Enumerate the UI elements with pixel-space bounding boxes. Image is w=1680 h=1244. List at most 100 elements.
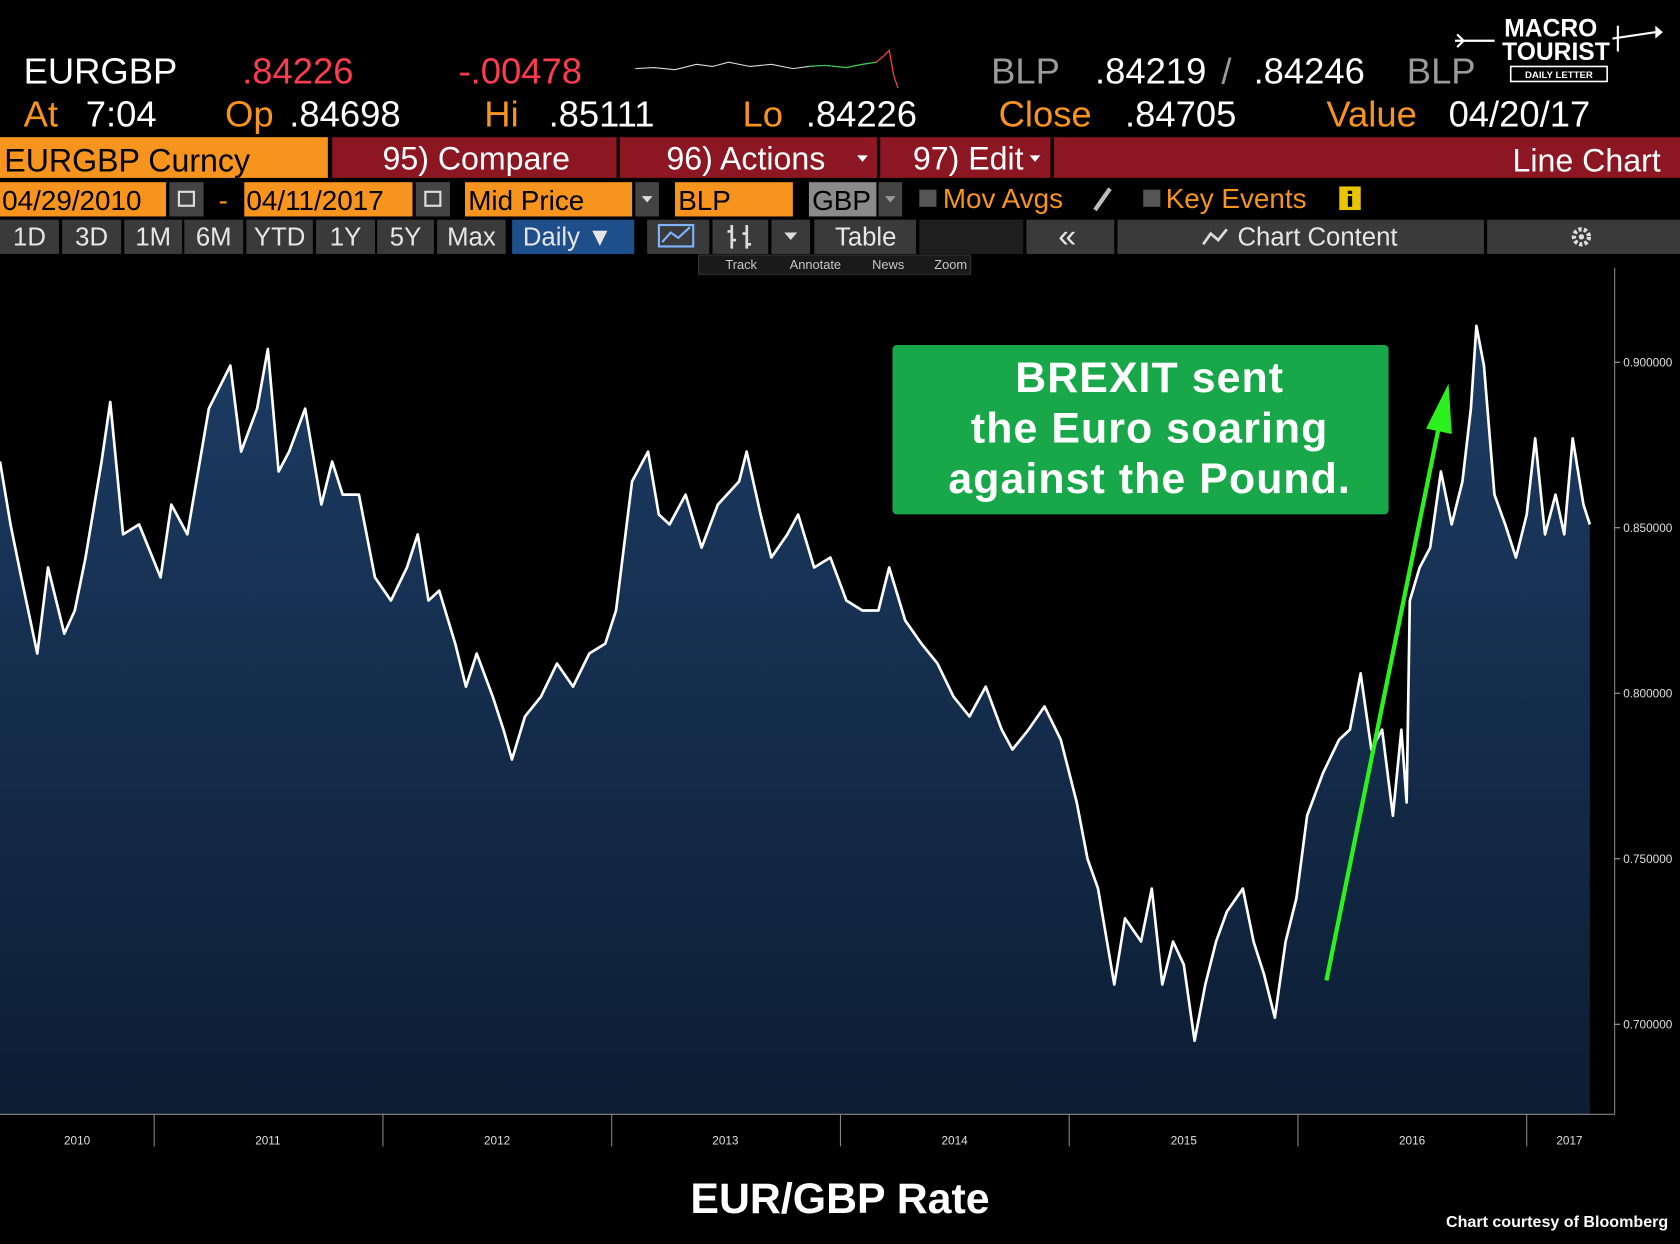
- toolbar-spacer: [919, 219, 1024, 254]
- period-button[interactable]: [124, 219, 183, 254]
- period-button[interactable]: [316, 219, 375, 254]
- x-tick-label: 2010: [64, 1134, 91, 1147]
- calendar-button[interactable]: [415, 182, 450, 217]
- period-label[interactable]: 6M: [196, 223, 232, 251]
- y-tick-label: 0.850000: [1623, 522, 1673, 535]
- logo-tagline: DAILY LETTER: [1525, 70, 1593, 81]
- x-tick-label: 2013: [712, 1134, 739, 1147]
- annotation-arrow: [1324, 426, 1442, 981]
- frequency[interactable]: Daily ▼: [523, 223, 613, 251]
- frequency-button[interactable]: [512, 219, 635, 254]
- x-tick-label: 2015: [1171, 1134, 1198, 1147]
- pencil-icon[interactable]: [1093, 187, 1112, 212]
- area: [0, 325, 1590, 1115]
- chart-content[interactable]: Chart Content: [1238, 223, 1398, 251]
- logo-line2: TOURIST: [1502, 39, 1610, 66]
- axes: 0.700000 0.750000 0.800000 0.850000 0.900000…: [0, 267, 1673, 1147]
- line-icon-stroke: [661, 226, 691, 243]
- y-tick-label: 0.900000: [1623, 357, 1673, 370]
- period-label[interactable]: 5Y: [390, 223, 421, 251]
- y-tick-label: 0.800000: [1623, 688, 1673, 701]
- start-date[interactable]: 04/29/2010: [2, 185, 141, 216]
- dropdown-caret: [1029, 155, 1041, 162]
- info-dot: [1347, 190, 1353, 194]
- open: .84698: [289, 93, 400, 134]
- security-box[interactable]: [0, 137, 328, 178]
- dropdown-caret: [885, 196, 896, 203]
- at-time: 7:04: [86, 93, 157, 134]
- period-label[interactable]: Max: [447, 223, 496, 251]
- close-label: Close: [999, 93, 1092, 134]
- period-label[interactable]: 1D: [13, 223, 46, 251]
- line: [0, 324, 1592, 1043]
- period-button[interactable]: [246, 219, 313, 254]
- edit-button[interactable]: 97) Edit: [913, 140, 1024, 176]
- sparkline-down: [876, 49, 899, 89]
- x-tick-label: 2017: [1556, 1134, 1582, 1147]
- currency-box[interactable]: [808, 182, 877, 217]
- calendar-button[interactable]: [169, 182, 204, 217]
- annotation-line: against the Pound.: [948, 455, 1351, 503]
- currency[interactable]: GBP: [812, 185, 871, 216]
- value-label: Value: [1326, 93, 1416, 134]
- period-buttons: 1D 3D 1M 6M YTD 1Y 5Y Max: [0, 219, 506, 254]
- chart-content-button[interactable]: [1117, 219, 1484, 254]
- price-field-box[interactable]: [465, 182, 633, 217]
- period-label[interactable]: 1M: [135, 223, 171, 251]
- x-tick-label: 2012: [484, 1134, 510, 1147]
- start-date-field[interactable]: [0, 182, 167, 217]
- tool-zoom[interactable]: Zoom: [934, 257, 967, 272]
- period-button[interactable]: [62, 219, 122, 254]
- mov-avgs[interactable]: Mov Avgs: [943, 183, 1063, 214]
- open-label: Op: [225, 93, 274, 134]
- period-button[interactable]: [377, 219, 434, 254]
- end-date[interactable]: 04/11/2017: [246, 185, 383, 216]
- sparkline-up: [808, 61, 877, 69]
- dropdown-caret: [857, 155, 868, 162]
- period-label[interactable]: YTD: [254, 223, 305, 251]
- actions-button[interactable]: 96) Actions: [666, 140, 825, 176]
- logo: MACRO TOURIST DAILY LETTER: [1455, 15, 1663, 83]
- tool-news[interactable]: News: [872, 257, 904, 272]
- source-box[interactable]: [675, 182, 793, 217]
- tool-annotate[interactable]: Annotate: [790, 257, 841, 272]
- period-button[interactable]: [0, 219, 59, 254]
- compare-button[interactable]: 95) Compare: [383, 140, 570, 176]
- period-label[interactable]: 3D: [75, 223, 108, 251]
- x-tick-label: 2016: [1399, 1134, 1426, 1147]
- period-button[interactable]: [184, 219, 244, 254]
- source[interactable]: BLP: [678, 185, 731, 216]
- dropdown-caret: [784, 232, 798, 241]
- x-tick-label: 2011: [255, 1134, 280, 1147]
- ask-source: BLP: [1407, 51, 1476, 92]
- table-button[interactable]: [814, 219, 917, 254]
- chart-type[interactable]: Line Chart: [1512, 142, 1660, 178]
- chart-title: EUR/GBP Rate: [690, 1175, 989, 1223]
- gear-hub: [1578, 234, 1585, 240]
- collapse-button[interactable]: [1026, 219, 1115, 254]
- price-field[interactable]: Mid Price: [468, 185, 584, 216]
- logo-line1: MACRO: [1504, 15, 1597, 42]
- low-label: Lo: [743, 93, 784, 134]
- tool-track[interactable]: Track: [725, 257, 757, 272]
- table[interactable]: Table: [835, 223, 896, 251]
- key-events[interactable]: Key Events: [1166, 183, 1307, 214]
- bar-icon-button[interactable]: [712, 219, 769, 254]
- annotation-box: [892, 345, 1389, 515]
- period-label[interactable]: 1Y: [330, 223, 361, 251]
- annotation-line: BREXIT sent: [1015, 354, 1284, 402]
- checkbox[interactable]: [1143, 189, 1161, 207]
- chart-content-icon: [1202, 228, 1228, 246]
- calendar-icon: [424, 190, 442, 207]
- collapse[interactable]: «: [1058, 217, 1076, 253]
- bid-source: BLP: [991, 51, 1060, 92]
- value-date: 04/20/17: [1449, 93, 1591, 134]
- end-date-field[interactable]: [244, 182, 413, 217]
- x-tick-label: 2014: [942, 1134, 969, 1147]
- security[interactable]: EURGBP Curncy: [4, 142, 250, 178]
- checkbox[interactable]: [919, 189, 937, 207]
- period-button[interactable]: [437, 219, 506, 254]
